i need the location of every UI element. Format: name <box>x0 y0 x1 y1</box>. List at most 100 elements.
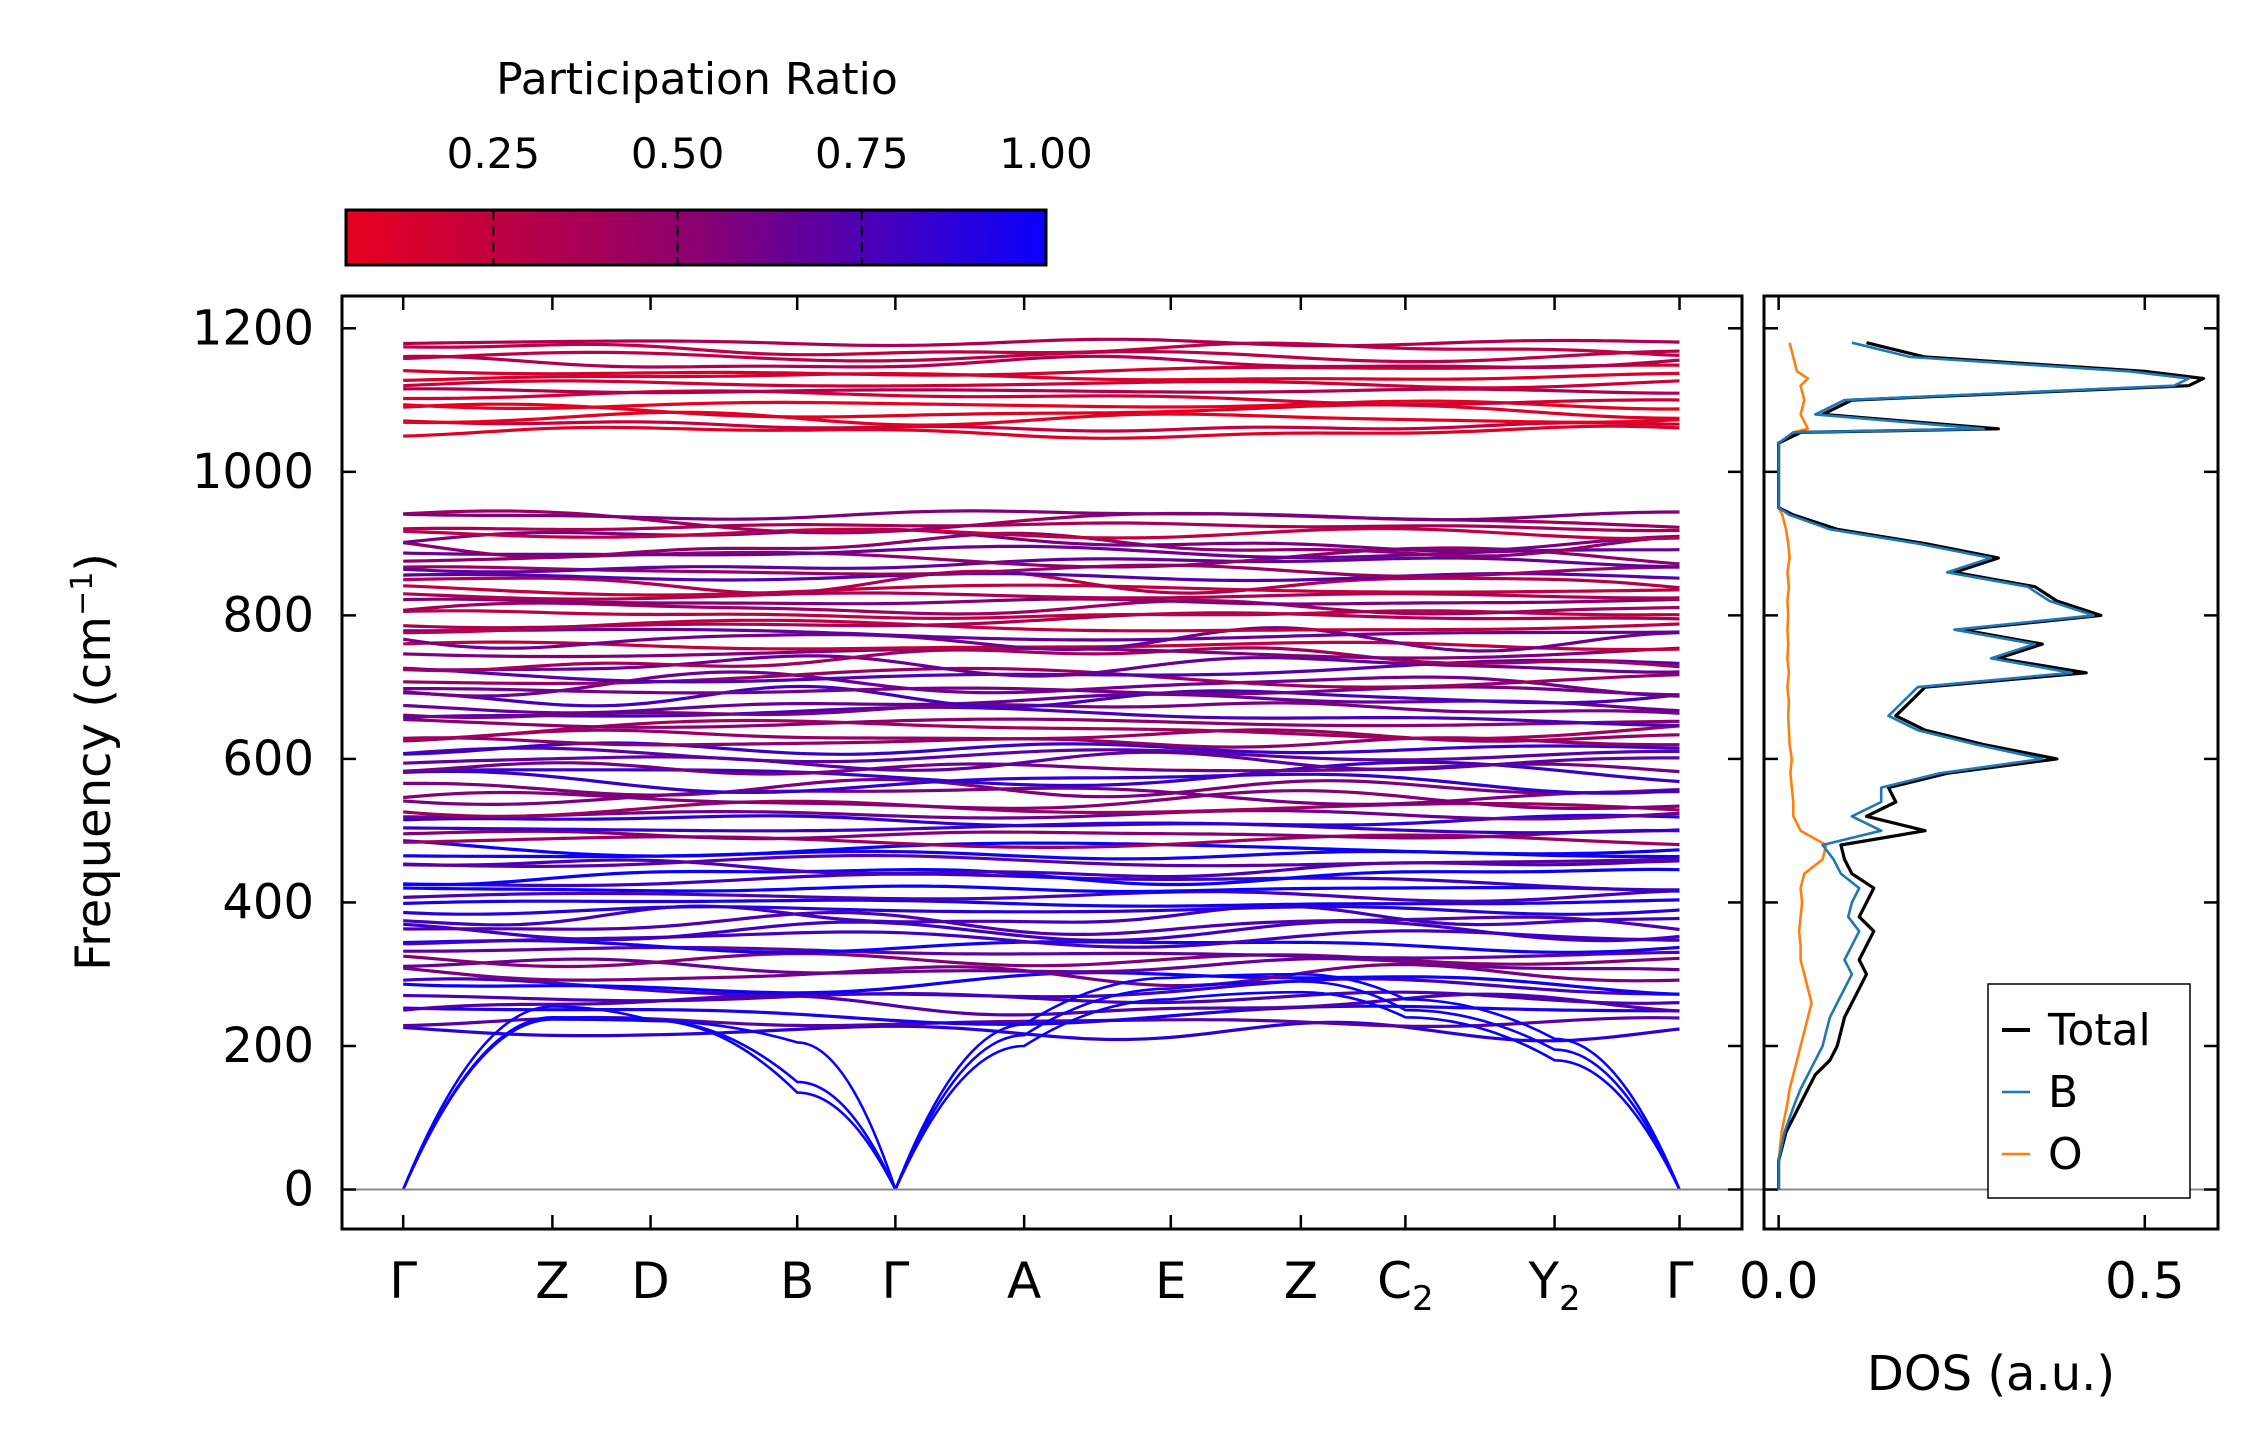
k-point-label: Z <box>1284 1252 1318 1310</box>
k-point-label: A <box>1007 1252 1041 1310</box>
dos-legend: Total BO <box>1987 983 2191 1199</box>
phonon-band <box>403 990 1680 1005</box>
phonon-band <box>403 760 1680 788</box>
dos-x-tick-label: 0.5 <box>2105 1252 2185 1310</box>
phonon-band <box>402 626 1680 653</box>
phonon-band <box>403 556 1680 574</box>
k-point-label: B <box>780 1252 814 1310</box>
y-axis-ticks: 0 200 400 600 800 1000 1200 <box>192 300 2218 1218</box>
phonon-band <box>403 379 1680 390</box>
colorbar-tick-label: 1.00 <box>999 129 1093 178</box>
dos-curve-o <box>1777 342 1828 1190</box>
colorbar-ticks <box>492 210 863 265</box>
phonon-band <box>403 786 1680 807</box>
phonon-band <box>403 597 1680 606</box>
phonon-band <box>403 898 1680 908</box>
phonon-band <box>403 402 1680 420</box>
k-point-label: E <box>1155 1252 1187 1310</box>
k-path-ticks: Γ Z D B Γ A E Z C2 Y2 Γ <box>389 296 1694 1319</box>
legend-label: Total <box>2047 1005 2151 1056</box>
acoustic-branch <box>401 1005 897 1191</box>
phonon-band <box>403 509 1680 522</box>
y-tick-label: 600 <box>222 731 314 787</box>
phonon-band <box>403 977 1680 999</box>
phonon-band <box>403 685 1680 697</box>
phonon-band <box>403 945 1680 960</box>
phonon-band <box>403 828 1680 841</box>
phonon-band <box>403 867 1680 887</box>
k-point-label: Γ <box>881 1252 909 1310</box>
phonon-band <box>403 531 1680 559</box>
k-point-label: Y2 <box>1527 1252 1580 1319</box>
phonon-band <box>403 853 1680 869</box>
phonon-band <box>403 654 1680 678</box>
phonon-band <box>403 919 1680 943</box>
colorbar-tick-label: 0.25 <box>447 129 541 178</box>
phonon-band <box>403 563 1680 579</box>
y-tick-label: 200 <box>222 1018 314 1074</box>
colorbar: Participation Ratio 0.25 0.50 0.75 1.00 <box>344 54 1093 267</box>
phonon-band <box>403 951 1680 969</box>
y-tick-label: 0 <box>283 1162 314 1218</box>
phonon-band <box>403 666 1680 689</box>
k-point-label: D <box>631 1252 670 1310</box>
phonon-band <box>403 569 1680 595</box>
phonon-bands <box>402 337 1680 1043</box>
acoustic-branch <box>402 1015 897 1191</box>
phonon-band <box>403 839 1680 858</box>
colorbar-label: Participation Ratio <box>496 54 898 105</box>
acoustic-branch <box>894 972 1681 1190</box>
k-point-label: Γ <box>1666 1252 1694 1310</box>
phonon-band <box>403 813 1680 828</box>
phonon-band <box>403 526 1680 541</box>
acoustic-branch <box>894 990 1681 1191</box>
legend-label: O <box>2048 1129 2083 1180</box>
phonon-band <box>403 424 1680 440</box>
k-point-label: C2 <box>1377 1252 1434 1319</box>
dos-curves <box>1776 341 2205 1190</box>
phonon-band <box>403 777 1680 799</box>
dispersion-panel: 0 200 400 600 800 1000 1200 Γ Z D B Γ A E Z C2 Y2 Γ Freq… <box>65 294 2218 1319</box>
phonon-band <box>403 957 1680 975</box>
phonon-band <box>403 684 1680 709</box>
colorbar-tick-label: 0.50 <box>631 129 725 178</box>
phonon-band <box>403 769 1680 795</box>
phonon-band <box>403 527 1680 553</box>
phonon-band <box>403 705 1680 727</box>
dos-ticks: 0.0 0.5 <box>1739 296 2185 1310</box>
colorbar-tick-label: 0.75 <box>815 129 909 178</box>
colorbar-gradient <box>344 208 1048 267</box>
phonon-band <box>403 728 1680 743</box>
acoustic-branch <box>402 1018 897 1191</box>
phonon-band <box>403 718 1680 742</box>
phonon-band <box>403 640 1680 652</box>
legend-label: B <box>2048 1067 2078 1118</box>
phonon-band <box>403 808 1680 821</box>
y-tick-label: 1000 <box>192 444 314 500</box>
phonon-band <box>403 609 1680 621</box>
phonon-band <box>403 521 1680 533</box>
dos-frame <box>1762 294 2220 1231</box>
y-tick-label: 800 <box>222 587 314 643</box>
phonon-band <box>403 419 1680 433</box>
phonon-band <box>403 971 1680 996</box>
k-point-label: Γ <box>389 1252 417 1310</box>
phonon-band <box>403 717 1680 729</box>
phonon-band <box>403 746 1680 764</box>
phonon-band <box>403 337 1680 348</box>
phonon-band <box>403 904 1680 916</box>
phonon-band <box>403 627 1680 642</box>
phonon-band <box>403 598 1680 616</box>
phonon-band <box>403 750 1680 772</box>
y-axis-label: Frequency (cm−1) <box>65 553 122 971</box>
k-point-label: Z <box>535 1252 569 1310</box>
y-tick-label: 1200 <box>192 300 314 356</box>
y-tick-label: 400 <box>222 874 314 930</box>
phonon-band <box>403 884 1680 894</box>
phonon-band <box>403 354 1680 369</box>
phonon-band <box>403 349 1680 364</box>
phonon-band <box>403 611 1680 630</box>
phonon-band <box>403 889 1680 903</box>
dispersion-frame <box>340 294 1744 1231</box>
